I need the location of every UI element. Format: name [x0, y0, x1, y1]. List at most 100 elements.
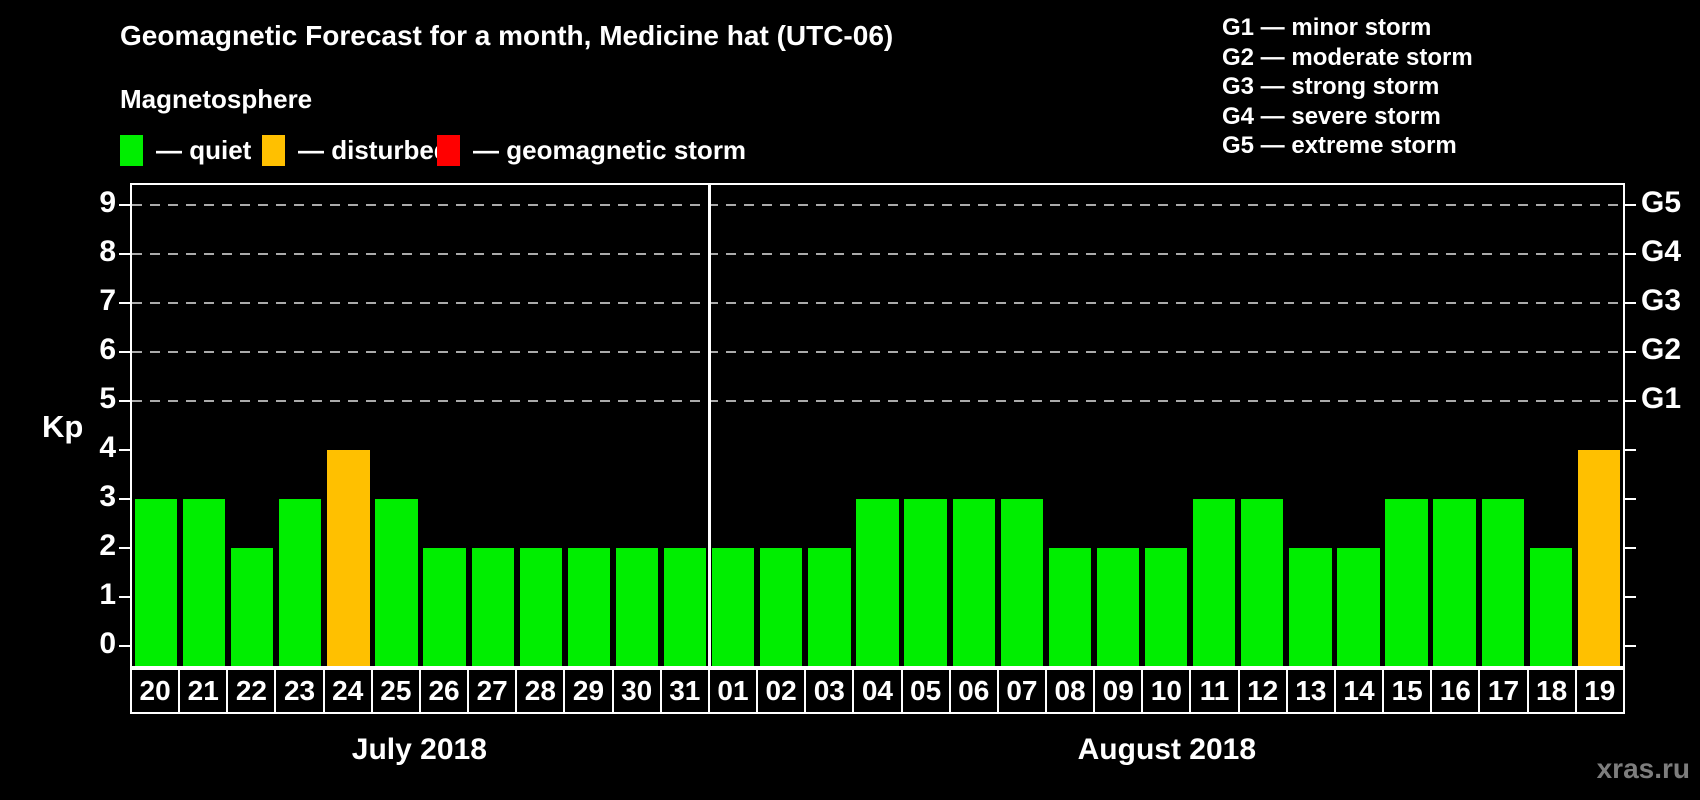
y-tick-label-7: 7: [99, 283, 116, 317]
kp-bar-28: [519, 548, 562, 666]
g-scale-line-1: G1 — minor storm: [1222, 14, 1432, 41]
kp-bar-22: [231, 548, 274, 666]
day-label-12: 12: [1237, 668, 1288, 714]
kp-bar-01: [712, 548, 755, 666]
g-scale-legend: G1 — minor storm G2 — moderate storm G3 — …: [1222, 13, 1473, 161]
day-label-29: 29: [563, 668, 614, 714]
day-label-14: 14: [1333, 668, 1385, 714]
kp-bar-20: [134, 499, 178, 666]
y-tick-right-1: [1625, 596, 1636, 599]
kp-bar-10: [1144, 548, 1188, 666]
kp-bar-11: [1193, 499, 1236, 666]
storm-swatch: [437, 134, 460, 166]
y-tick-label-0: 0: [99, 627, 116, 661]
kp-bar-14: [1337, 548, 1380, 666]
legend-item-disturbed: — disturbed: [262, 134, 450, 166]
y-tick-label-2: 2: [99, 529, 116, 563]
g-level-label-G3: G3: [1641, 283, 1682, 317]
day-label-27: 27: [467, 668, 518, 714]
legend-item-storm: — geomagnetic storm: [437, 134, 746, 166]
gridline-7: [132, 301, 1623, 304]
kp-bar-29: [567, 548, 611, 666]
day-label-30: 30: [611, 668, 662, 714]
disturbed-swatch: [262, 134, 285, 166]
kp-bar-31: [663, 548, 707, 666]
y-tick-left-7: [119, 301, 130, 304]
month-label-august: August 2018: [1077, 733, 1257, 766]
y-tick-left-8: [119, 252, 130, 255]
y-tick-label-1: 1: [99, 578, 116, 612]
y-tick-label-4: 4: [99, 431, 116, 465]
day-label-18: 18: [1526, 668, 1577, 714]
y-tick-label-5: 5: [99, 381, 116, 415]
g-scale-line-5: G5 — extreme storm: [1222, 132, 1457, 159]
kp-bar-25: [375, 499, 418, 666]
day-label-20: 20: [130, 668, 181, 714]
kp-bar-05: [904, 499, 947, 666]
day-label-31: 31: [659, 668, 710, 714]
day-label-21: 21: [178, 668, 229, 714]
gridline-9: [132, 203, 1623, 206]
kp-bar-19: [1577, 450, 1621, 666]
y-tick-left-9: [119, 203, 130, 206]
magnetosphere-legend-title: Magnetosphere: [120, 84, 313, 114]
gridline-5: [132, 399, 1623, 402]
day-label-15: 15: [1382, 668, 1433, 714]
y-tick-left-0: [119, 645, 130, 648]
day-labels-row: 20 21 22 23 24 25 26 27 28 29 30 31 01 02 03 04 05 06 07 08…: [130, 668, 1625, 714]
y-tick-right-0: [1625, 645, 1636, 648]
y-tick-label-6: 6: [99, 332, 116, 366]
legend-label-disturbed: — disturbed: [298, 134, 450, 165]
y-tick-right-8: [1625, 252, 1636, 255]
day-label-09: 09: [1093, 668, 1144, 714]
kp-bar-27: [471, 548, 514, 666]
legend-label-quiet: — quiet: [156, 134, 252, 165]
y-tick-left-3: [119, 498, 130, 501]
g-level-label-G4: G4: [1641, 234, 1682, 268]
month-labels-row: July 2018 August 2018: [130, 733, 1625, 769]
day-label-22: 22: [226, 668, 277, 714]
day-label-11: 11: [1189, 668, 1240, 714]
y-tick-right-4: [1625, 449, 1636, 452]
day-label-13: 13: [1285, 668, 1336, 714]
day-label-05: 05: [900, 668, 951, 714]
y-tick-right-2: [1625, 547, 1636, 550]
kp-bar-26: [423, 548, 466, 666]
y-tick-label-9: 9: [99, 185, 116, 219]
day-label-28: 28: [515, 668, 566, 714]
y-tick-right-6: [1625, 350, 1636, 353]
kp-bar-07: [1000, 499, 1043, 666]
kp-bar-18: [1529, 548, 1572, 666]
day-label-16: 16: [1430, 668, 1481, 714]
day-label-10: 10: [1141, 668, 1192, 714]
g-scale-line-3: G3 — strong storm: [1222, 73, 1440, 100]
y-axis-title: Kp: [42, 409, 84, 444]
day-label-08: 08: [1044, 668, 1096, 714]
day-label-07: 07: [996, 668, 1047, 714]
month-label-july: July 2018: [351, 733, 487, 766]
kp-chart: 0 1 2 3 4 5 6 7 8 9 G1 G2 G3 G4 G5: [99, 183, 1681, 668]
y-tick-label-3: 3: [99, 480, 116, 514]
day-label-04: 04: [852, 668, 903, 714]
y-tick-right-3: [1625, 498, 1636, 501]
day-label-17: 17: [1478, 668, 1529, 714]
kp-bar-12: [1241, 499, 1284, 666]
kp-bar-06: [952, 499, 995, 666]
day-label-06: 06: [948, 668, 999, 714]
kp-bar-09: [1096, 548, 1140, 666]
y-tick-left-5: [119, 399, 130, 402]
kp-bar-08: [1048, 548, 1092, 666]
day-label-01: 01: [707, 668, 759, 714]
month-separator: [708, 185, 712, 666]
gridline-6: [132, 350, 1623, 353]
y-tick-left-6: [119, 350, 130, 353]
kp-bar-21: [182, 499, 226, 666]
day-label-23: 23: [274, 668, 325, 714]
chart-title: Geomagnetic Forecast for a month, Medici…: [120, 20, 894, 51]
day-label-26: 26: [418, 668, 470, 714]
g-scale-line-2: G2 — moderate storm: [1222, 43, 1473, 71]
y-tick-right-9: [1625, 203, 1636, 206]
day-label-19: 19: [1574, 668, 1625, 714]
kp-bar-30: [615, 548, 659, 666]
